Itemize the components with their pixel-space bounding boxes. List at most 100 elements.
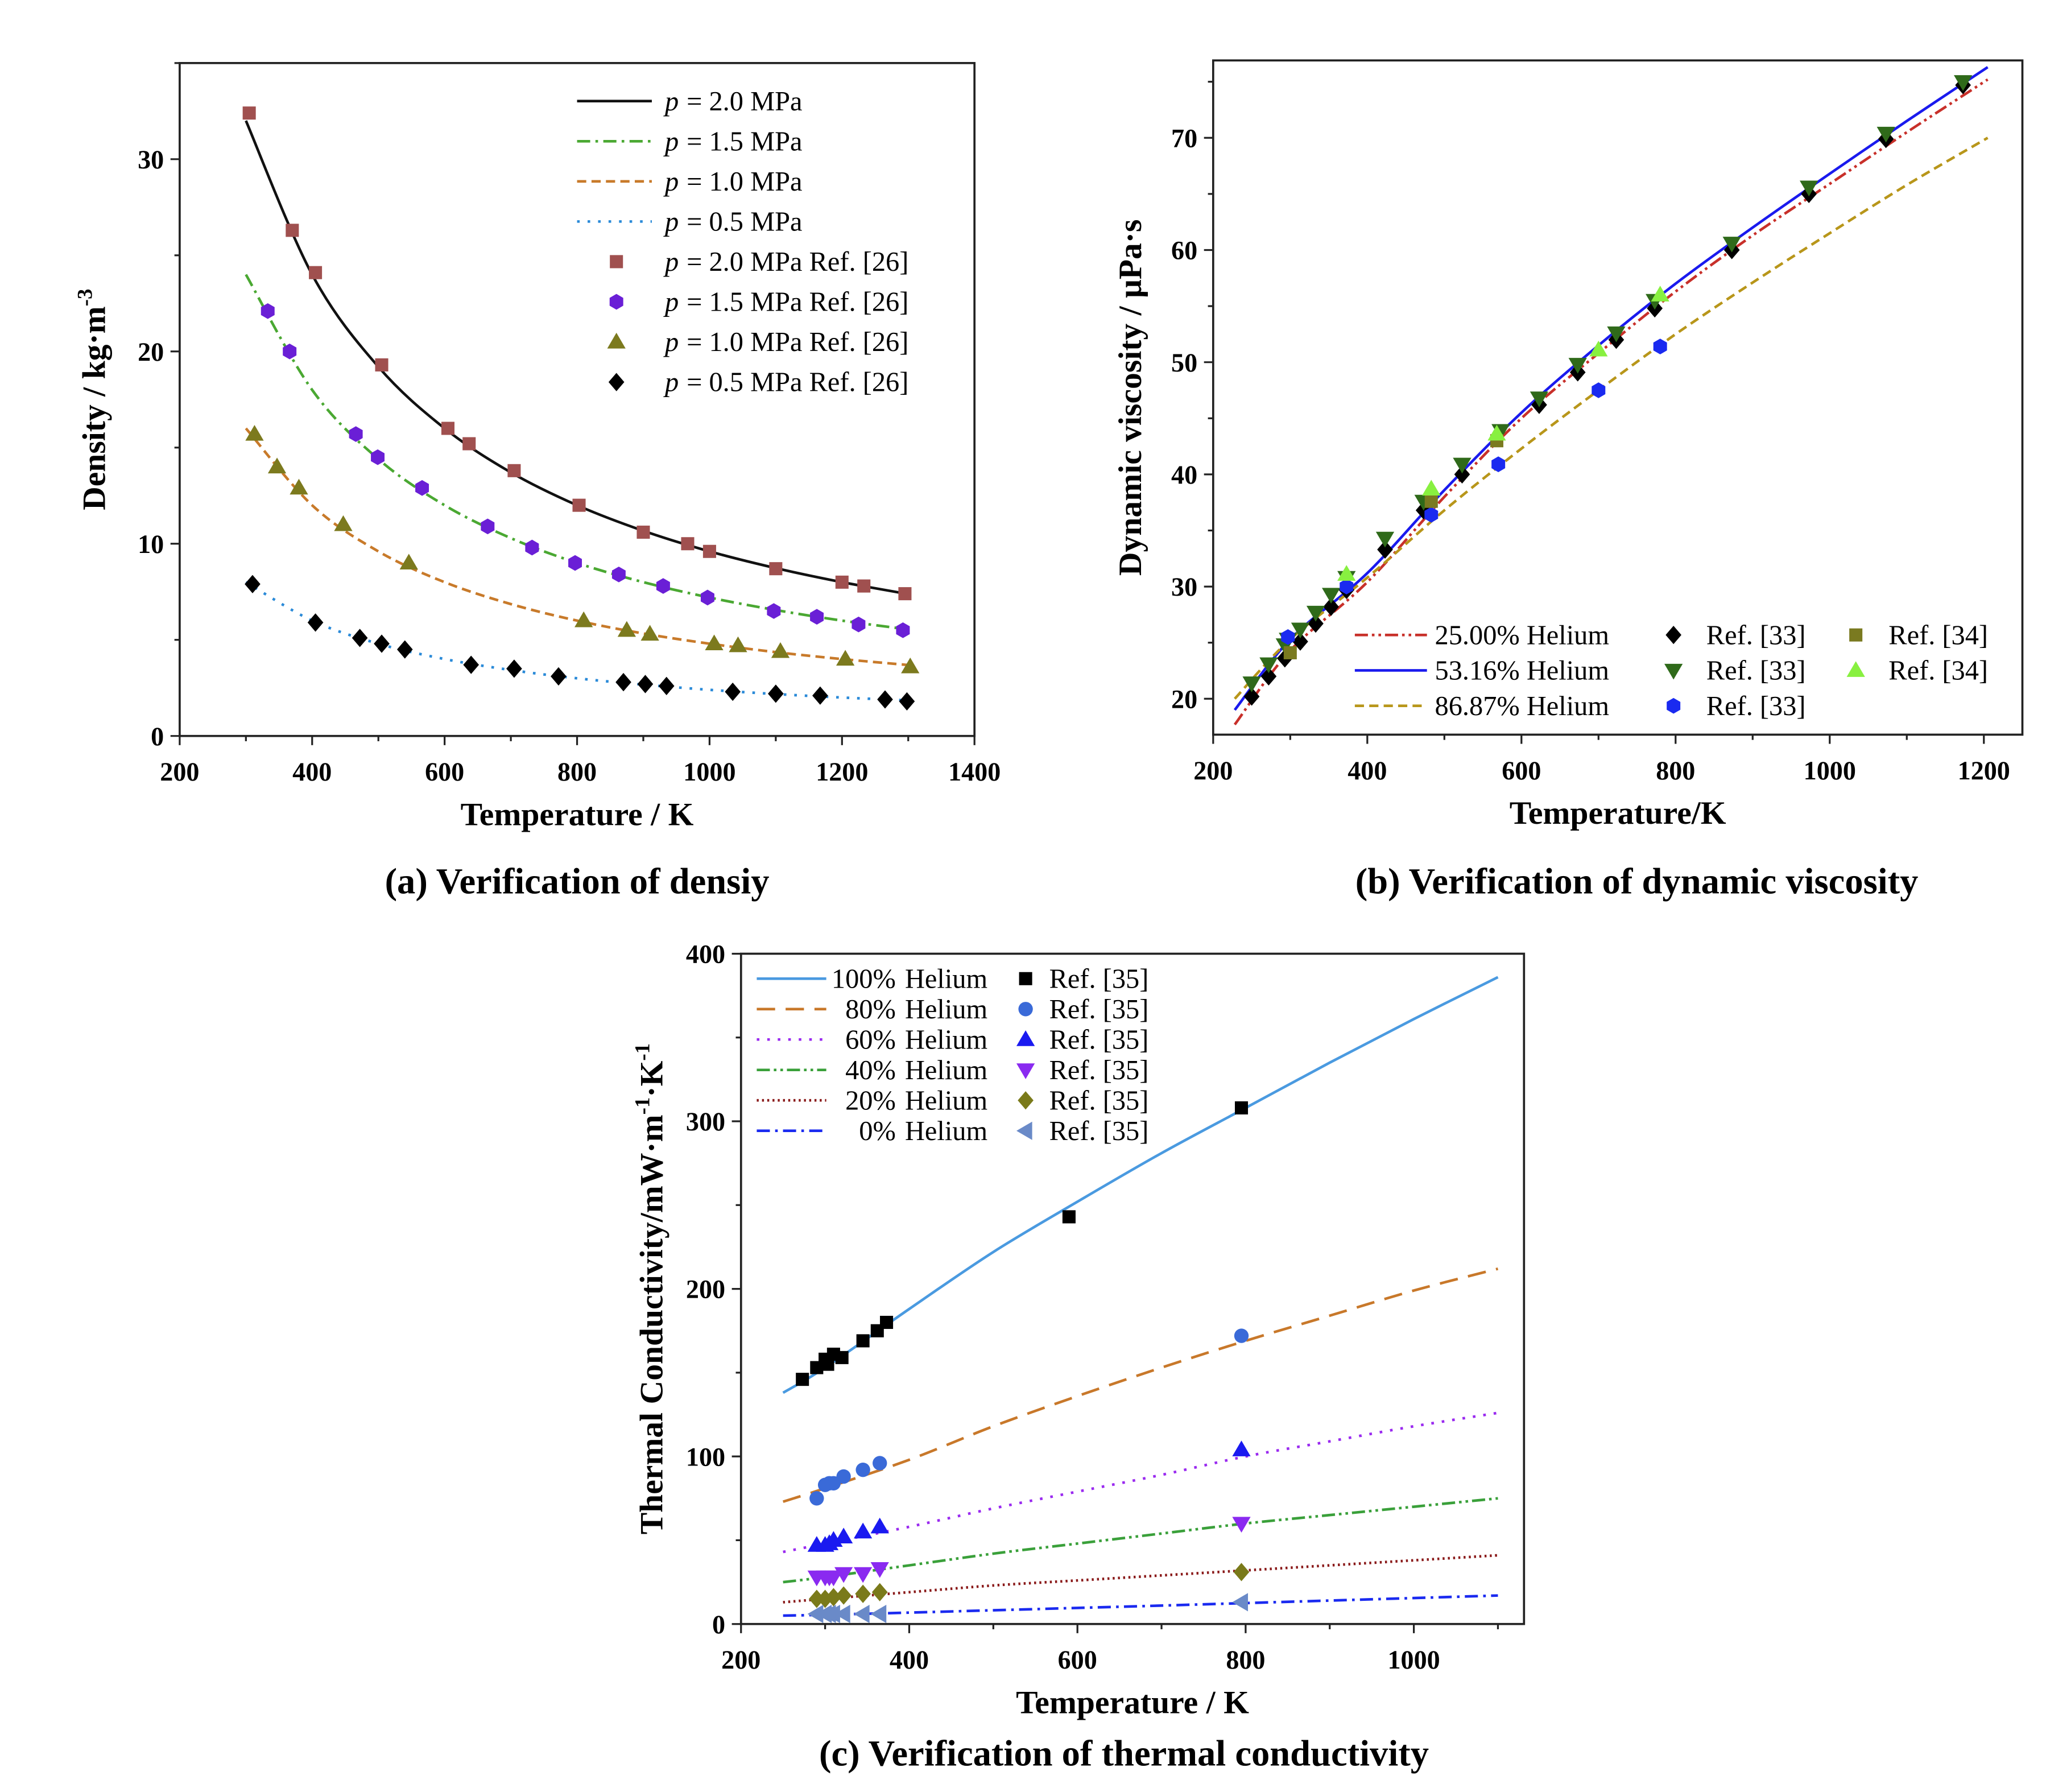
- legend-marker-diamond: [1665, 626, 1681, 645]
- x-tick-label: 1000: [1804, 756, 1856, 785]
- legend-text: = 2.0 MPa: [687, 86, 802, 117]
- viscosity-chart: 200 400 600 800 1000 1200 20 30 40 50 60 70 Temperat…: [1113, 59, 2024, 831]
- series-line-p-1-5-mpa: [245, 274, 909, 631]
- data-point-triangle-up: [1232, 1440, 1251, 1456]
- data-point-triangle-up: [267, 457, 287, 474]
- data-point-hexagon: [656, 578, 670, 594]
- caption-c: (c) Verification of thermal conductivity: [819, 1733, 1429, 1774]
- legend-label: Ref. [33]: [1706, 656, 1806, 686]
- data-point-diamond: [637, 675, 654, 693]
- y-axis-title: Thermal Conductivity/mW·m-1·K-1: [630, 1043, 669, 1534]
- y-tick-label: 0: [712, 1610, 725, 1639]
- data-point-triangle-down: [1568, 358, 1587, 374]
- y-axis-title-sup: -3: [73, 289, 96, 307]
- legend-text: = 1.5 MPa: [687, 126, 802, 156]
- data-point-hexagon: [810, 609, 824, 625]
- legend-text: = 1.5 MPa Ref. [26]: [687, 287, 908, 317]
- legend-variable: p: [663, 368, 679, 398]
- data-point-triangle-down: [1453, 457, 1472, 474]
- data-point-triangle-up: [729, 636, 747, 653]
- data-point-triangle-down: [1800, 180, 1818, 197]
- y-tick-label: 30: [1171, 572, 1197, 601]
- data-point-triangle-up: [334, 515, 353, 531]
- x-tick-label: 800: [1226, 1645, 1265, 1674]
- series-line-60-helium: [783, 1411, 1498, 1554]
- series-line-25-00-helium: [1233, 78, 1989, 726]
- legend-variable: p: [663, 207, 679, 237]
- x-tick-label: 600: [1058, 1645, 1097, 1674]
- y-axis-title: Density / kg·m-3: [73, 289, 112, 510]
- data-point-diamond: [836, 1586, 852, 1605]
- y-axis-title-sup: -1: [630, 1097, 654, 1115]
- legend-marker-square: [1849, 628, 1863, 642]
- y-tick-label: 30: [138, 145, 164, 174]
- data-point-hexagon: [415, 480, 429, 496]
- data-point-square: [242, 106, 256, 120]
- data-point-square: [857, 579, 871, 593]
- x-tick-label: 200: [721, 1645, 760, 1674]
- data-point-square: [572, 498, 586, 512]
- data-point-square: [309, 266, 323, 279]
- legend-label: p = 2.0 MPa Ref. [26]: [663, 247, 908, 277]
- plot-frame: [1212, 59, 2024, 736]
- data-point-triangle-up: [834, 1527, 853, 1544]
- legend-text: = 0.5 MPa Ref. [26]: [687, 368, 908, 398]
- x-tick-label: 800: [557, 757, 597, 786]
- plot-area: [1233, 66, 1989, 726]
- legend-marker-square: [610, 255, 623, 269]
- data-point-triangle-up: [836, 650, 855, 666]
- data-point-square: [462, 437, 476, 451]
- y-axis-title-main: Density / kg·m: [76, 306, 112, 510]
- y-tick-label: 50: [1171, 348, 1197, 377]
- x-tick-label: 600: [425, 757, 464, 786]
- legend-variable: p: [663, 126, 679, 156]
- data-point-hexagon: [896, 622, 910, 638]
- data-point-diamond: [725, 682, 741, 701]
- data-point-triangle-up: [771, 642, 790, 658]
- data-point-triangle-up: [640, 625, 659, 641]
- legend-label: Ref. [33]: [1706, 691, 1806, 721]
- legend-percent: 80%: [845, 994, 896, 1025]
- y-axis-title-sup: -1: [630, 1043, 654, 1061]
- data-point-triangle-up: [617, 621, 636, 637]
- data-point-square: [1424, 494, 1438, 508]
- y-axis-title-mid: ·K: [634, 1060, 669, 1097]
- data-point-triangle-down: [1291, 622, 1310, 639]
- legend-marker-triangle-up: [1016, 1030, 1035, 1046]
- legend: 100% Helium 80% Helium 60% Helium 40% Helium 20%…: [757, 964, 1148, 1146]
- legend-label: Ref. [35]: [1049, 1116, 1149, 1146]
- legend-label: Ref. [35]: [1049, 1055, 1149, 1085]
- legend-marker-triangle-up: [1846, 661, 1865, 677]
- data-point-triangle-down: [1242, 676, 1261, 692]
- data-point-circle: [836, 1469, 851, 1484]
- legend-percent: 0%: [859, 1116, 896, 1146]
- series-line-40-helium: [783, 1497, 1498, 1584]
- data-point-square: [1234, 1101, 1249, 1114]
- legend-label: 86.87% Helium: [1435, 691, 1610, 721]
- plot-area: [782, 976, 1499, 1624]
- series-line-53-16-helium: [1233, 66, 1989, 711]
- series-line-80-helium: [782, 1267, 1499, 1503]
- data-point-square: [796, 1373, 809, 1386]
- data-point-triangle-up: [1651, 286, 1669, 302]
- legend-label: p = 1.0 MPa Ref. [26]: [663, 327, 908, 357]
- y-tick-label: 10: [138, 530, 164, 559]
- legend-marker-diamond: [608, 373, 625, 391]
- data-point-triangle-up: [705, 634, 724, 651]
- data-point-square: [507, 464, 521, 477]
- legend-marker-triangle-down: [1664, 663, 1683, 680]
- data-point-triangle-left: [807, 1604, 824, 1624]
- data-point-square: [375, 358, 388, 371]
- data-point-triangle-down: [824, 1570, 843, 1587]
- data-point-diamond: [1292, 632, 1308, 651]
- x-axis-title: Temperature/K: [1510, 795, 1726, 831]
- legend-label: Ref. [35]: [1049, 964, 1149, 994]
- data-point-hexagon: [1281, 629, 1295, 645]
- legend-percent: 60%: [845, 1025, 896, 1055]
- data-point-diamond: [1308, 614, 1324, 633]
- x-tick-label: 1400: [948, 757, 1001, 786]
- data-point-diamond: [307, 613, 324, 632]
- data-point-square: [835, 1351, 849, 1364]
- data-point-diamond: [899, 692, 915, 711]
- data-point-diamond: [506, 659, 522, 678]
